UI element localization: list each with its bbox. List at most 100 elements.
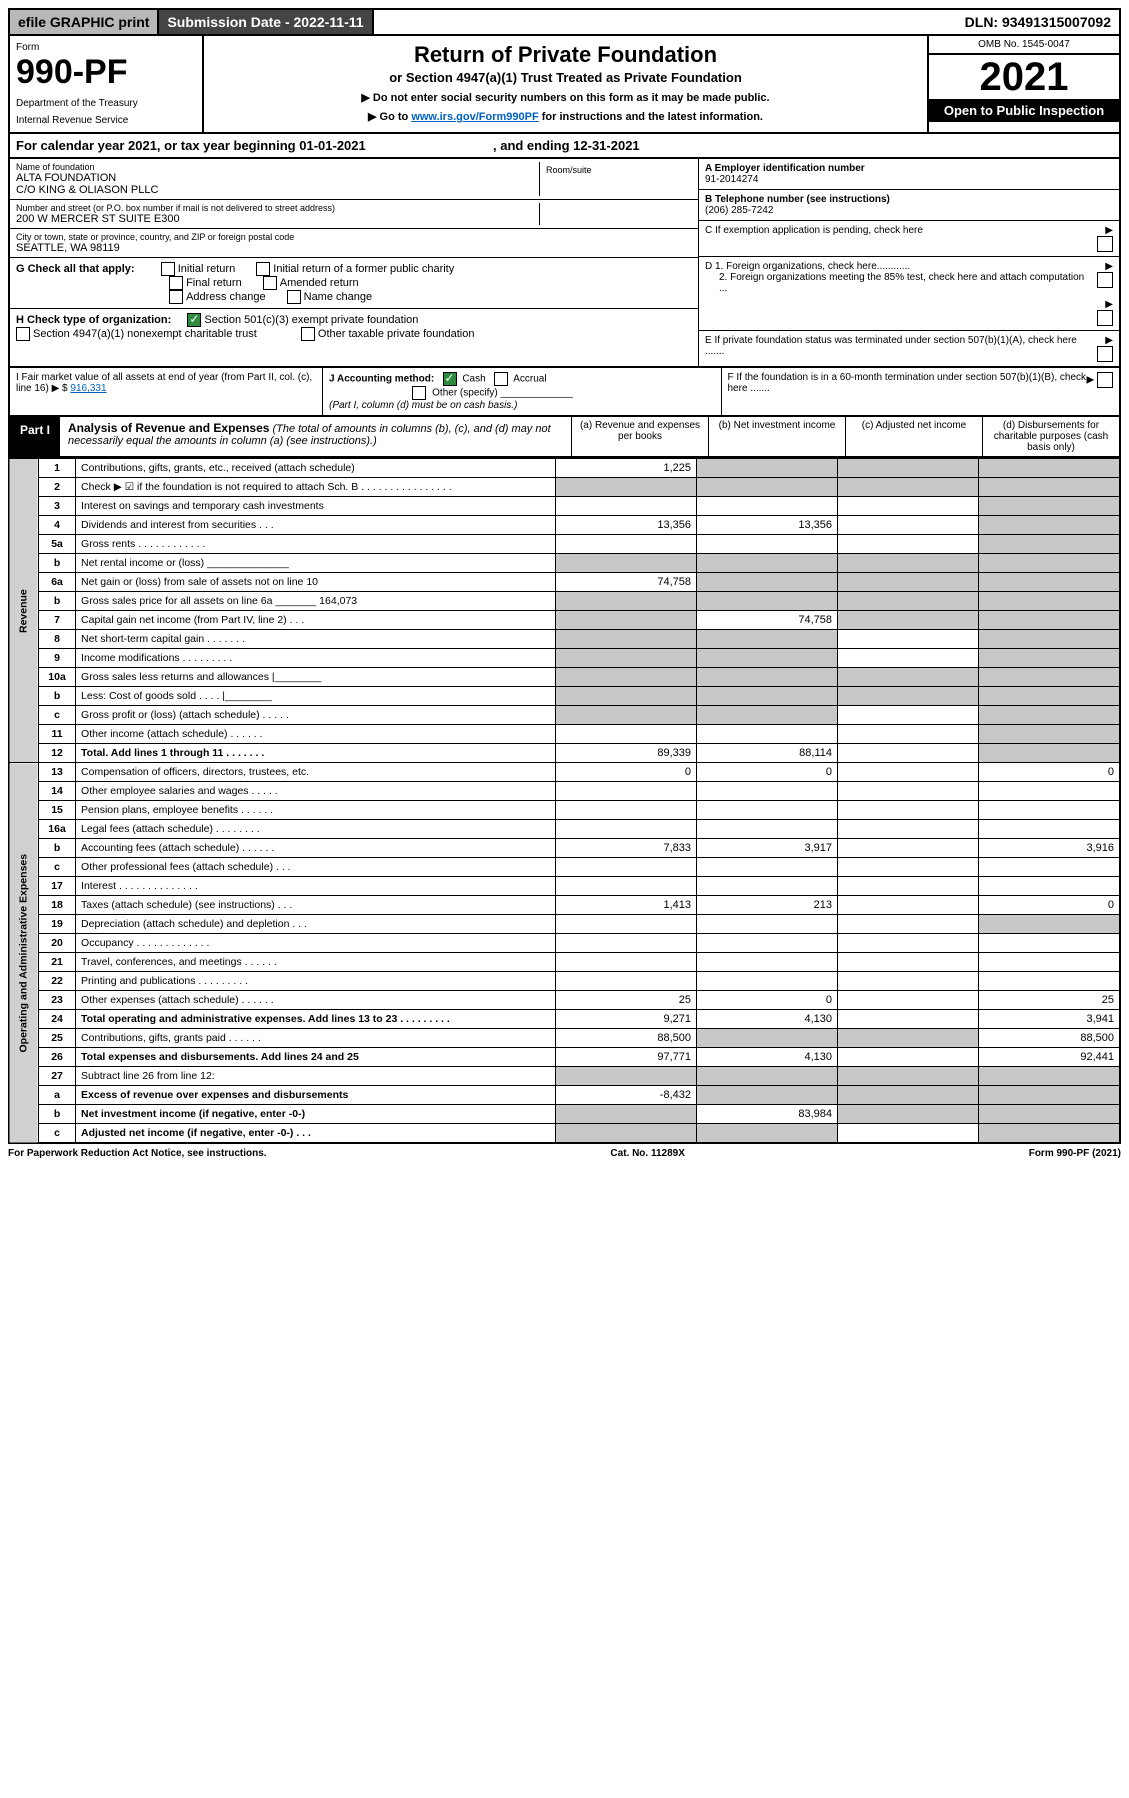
checkbox-d2[interactable]: [1097, 310, 1113, 326]
cell-col-a: [556, 801, 697, 820]
cell-col-b: [697, 725, 838, 744]
cell-col-a: [556, 877, 697, 896]
section-d2: 2. Foreign organizations meeting the 85%…: [705, 272, 1095, 294]
cell-col-c: [838, 687, 979, 706]
checkbox-f[interactable]: [1097, 372, 1113, 388]
checkbox-e[interactable]: [1097, 346, 1113, 362]
checkbox-d1[interactable]: [1097, 272, 1113, 288]
irs-link[interactable]: www.irs.gov/Form990PF: [411, 111, 538, 123]
cell-col-c: [838, 649, 979, 668]
table-row: bNet investment income (if negative, ent…: [9, 1105, 1120, 1124]
checkbox-accrual[interactable]: [494, 372, 508, 386]
cell-col-d: [979, 478, 1121, 497]
city-label: City or town, state or province, country…: [16, 232, 692, 242]
section-e: E If private foundation status was termi…: [705, 335, 1095, 362]
checkbox-c[interactable]: [1097, 236, 1113, 252]
cell-col-b: 0: [697, 763, 838, 782]
cell-col-c: [838, 915, 979, 934]
cell-col-d: 25: [979, 991, 1121, 1010]
cell-col-c: [838, 1048, 979, 1067]
table-row: 9Income modifications . . . . . . . . .: [9, 649, 1120, 668]
checkbox-address-change[interactable]: [169, 290, 183, 304]
dept-treasury: Department of the Treasury: [16, 98, 196, 109]
table-row: aExcess of revenue over expenses and dis…: [9, 1086, 1120, 1105]
checkbox-initial-return-former[interactable]: [256, 262, 270, 276]
table-row: 24Total operating and administrative exp…: [9, 1010, 1120, 1029]
cell-col-b: [697, 782, 838, 801]
cell-col-a: [556, 858, 697, 877]
line-number: 13: [39, 763, 76, 782]
checkbox-other-method[interactable]: [412, 386, 426, 400]
form-note-ssn: ▶ Do not enter social security numbers o…: [210, 91, 921, 104]
cell-col-c: [838, 535, 979, 554]
cell-col-a: [556, 535, 697, 554]
line-number: 2: [39, 478, 76, 497]
accounting-label: J Accounting method:: [329, 374, 434, 385]
foundation-co: C/O KING & OLIASON PLLC: [16, 184, 539, 196]
checkbox-name-change[interactable]: [287, 290, 301, 304]
checkbox-other-taxable[interactable]: [301, 327, 315, 341]
line-number: 5a: [39, 535, 76, 554]
checkbox-cash[interactable]: [443, 372, 457, 386]
cell-col-a: 88,500: [556, 1029, 697, 1048]
section-d1: D 1. Foreign organizations, check here..…: [705, 261, 910, 272]
cell-col-d: [979, 801, 1121, 820]
line-number: 8: [39, 630, 76, 649]
line-label: Legal fees (attach schedule) . . . . . .…: [76, 820, 556, 839]
line-number: 22: [39, 972, 76, 991]
page-footer: For Paperwork Reduction Act Notice, see …: [8, 1144, 1121, 1159]
cell-col-c: [838, 725, 979, 744]
table-row: Revenue1Contributions, gifts, grants, et…: [9, 459, 1120, 478]
cell-col-c: [838, 630, 979, 649]
line-number: 11: [39, 725, 76, 744]
table-row: cAdjusted net income (if negative, enter…: [9, 1124, 1120, 1144]
tax-year: 2021: [929, 55, 1119, 99]
col-b-header: (b) Net investment income: [708, 417, 845, 456]
line-label: Total. Add lines 1 through 11 . . . . . …: [76, 744, 556, 763]
cell-col-b: [697, 687, 838, 706]
checkbox-501c3[interactable]: [187, 313, 201, 327]
cell-col-a: [556, 668, 697, 687]
cell-col-c: [838, 763, 979, 782]
checkbox-final-return[interactable]: [169, 276, 183, 290]
checkbox-amended-return[interactable]: [263, 276, 277, 290]
line-label: Other employee salaries and wages . . . …: [76, 782, 556, 801]
checkbox-initial-return[interactable]: [161, 262, 175, 276]
cell-col-b: [697, 934, 838, 953]
cell-col-a: [556, 782, 697, 801]
footer-right: Form 990-PF (2021): [1029, 1148, 1121, 1159]
table-row: 8Net short-term capital gain . . . . . .…: [9, 630, 1120, 649]
cell-col-b: 3,917: [697, 839, 838, 858]
ein-value: 91-2014274: [705, 174, 758, 185]
cell-col-c: [838, 497, 979, 516]
line-number: 4: [39, 516, 76, 535]
cell-col-c: [838, 820, 979, 839]
cell-col-c: [838, 1105, 979, 1124]
line-label: Contributions, gifts, grants, etc., rece…: [76, 459, 556, 478]
addr-label: Number and street (or P.O. box number if…: [16, 203, 539, 213]
line-number: a: [39, 1086, 76, 1105]
line-label: Compensation of officers, directors, tru…: [76, 763, 556, 782]
table-row: 16aLegal fees (attach schedule) . . . . …: [9, 820, 1120, 839]
line-number: c: [39, 706, 76, 725]
line-number: 12: [39, 744, 76, 763]
cell-col-c: [838, 744, 979, 763]
form-number: 990-PF: [16, 53, 196, 92]
table-row: cGross profit or (loss) (attach schedule…: [9, 706, 1120, 725]
form-note-link: ▶ Go to www.irs.gov/Form990PF for instru…: [210, 110, 921, 123]
cell-col-d: [979, 725, 1121, 744]
checkbox-4947a1[interactable]: [16, 327, 30, 341]
line-number: 20: [39, 934, 76, 953]
phone-value: (206) 285-7242: [705, 205, 773, 216]
cell-col-b: [697, 459, 838, 478]
table-row: 11Other income (attach schedule) . . . .…: [9, 725, 1120, 744]
cell-col-d: 0: [979, 896, 1121, 915]
table-row: Operating and Administrative Expenses13C…: [9, 763, 1120, 782]
calendar-year-row: For calendar year 2021, or tax year begi…: [8, 134, 1121, 159]
cell-col-d: [979, 592, 1121, 611]
room-label: Room/suite: [546, 165, 686, 175]
cell-col-c: [838, 706, 979, 725]
section-g: G Check all that apply: Initial return I…: [10, 258, 698, 309]
line-label: Subtract line 26 from line 12:: [76, 1067, 556, 1086]
cell-col-a: 0: [556, 763, 697, 782]
